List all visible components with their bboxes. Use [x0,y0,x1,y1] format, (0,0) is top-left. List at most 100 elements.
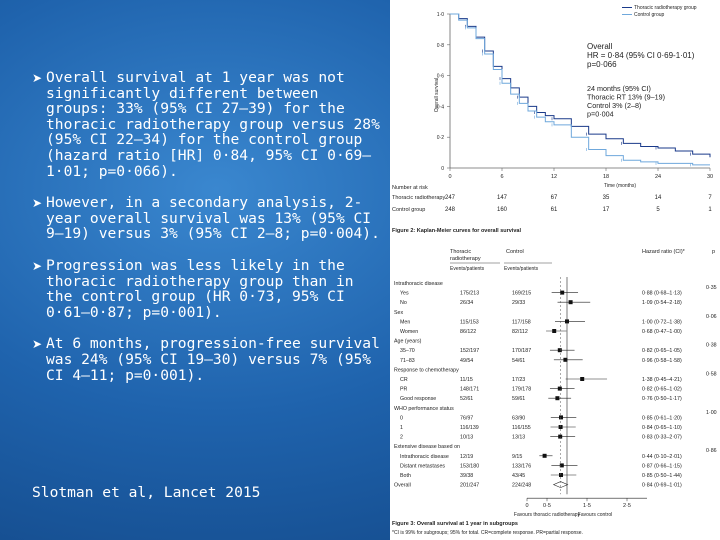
forest-events-control: 9/15 [512,454,522,460]
forest-row-label: 1 [400,425,403,431]
forest-events-control: 43/45 [512,473,525,479]
forest-favours-right: Favours control [578,512,612,518]
forest-point [557,348,562,353]
forest-caption: Figure 3: Overall survival at 1 year in … [392,521,518,527]
forest-hr-ci: 0·68 (0·47–1·00) [642,329,682,335]
risk-row-value: 67 [551,195,558,201]
forest-events-control: 169/215 [512,291,531,297]
forest-point [560,290,565,295]
forest-row-label: Men [400,319,410,325]
forest-group-label: Response to chemotherapy [394,367,459,373]
forest-point [542,453,547,458]
forest-events-control: 13/13 [512,435,525,441]
forest-point [555,396,560,401]
forest-point [568,300,573,305]
bullet-list: ➤ Overall survival at 1 year was not sign… [32,70,382,399]
forest-point [580,377,585,381]
forest-hr-ci: 1·00 (0·72–1·38) [642,319,682,325]
forest-x-tick-label: 0 [525,503,528,509]
forest-events-control: 116/155 [512,425,531,431]
risk-row-value: 247 [445,195,456,201]
forest-p-value: 0·38 [706,343,717,349]
forest-events-control: 63/90 [512,415,525,421]
forest-point [563,357,568,362]
forest-footnote: *CI is 99% for subgroups; 95% for total.… [392,530,583,536]
km-x-tick-label: 0 [448,174,451,180]
bullet-arrow-icon: ➤ [32,337,43,352]
forest-row-label: Women [400,329,418,335]
forest-p-value: 0·86 [706,448,717,454]
km-annotation-overall: p=0·066 [587,60,617,69]
forest-group-label: Sex [394,310,403,316]
forest-row-label: CR [400,377,408,383]
forest-row-label: No [400,300,407,306]
km-legend-label: Control group [634,12,665,18]
km-x-tick-label: 24 [655,174,661,180]
paper-figure-panel: 1·0 0·8 0·6 0·4 0·2 0 0 6 12 18 24 30 Time (months) O… [390,0,720,540]
forest-header-thoracic-2: radiotherapy [450,256,481,262]
forest-events-thoracic: 76/97 [460,415,473,421]
forest-header-thoracic: Thoracic [450,249,471,255]
forest-events-control: 133/176 [512,463,531,469]
risk-row-value: 7 [708,195,712,201]
forest-group-label: Age (years) [394,339,422,345]
forest-row-label: Yes [400,291,409,297]
forest-events-thoracic: 116/139 [460,425,479,431]
forest-header-hr: Hazard ratio (CI)* [642,249,686,255]
forest-group-label: Intrathoracic disease [394,281,443,287]
km-y-tick-label: 0 [441,166,444,172]
forest-hr-ci: 1·09 (0·54–2·18) [642,300,682,306]
forest-hr-ci: 0·44 (0·10–2·01) [642,454,682,460]
forest-events-control: 224/248 [512,483,531,489]
km-annotation-overall: Overall [587,42,613,51]
forest-hr-ci: 0·96 (0·58–1·58) [642,358,682,364]
citation: Slotman et al, Lancet 2015 [32,484,261,501]
forest-events-thoracic: 148/171 [460,387,479,393]
forest-hr-ci: 0·82 (0·65–1·02) [642,387,682,393]
km-x-tick-label: 12 [551,174,557,180]
forest-events-thoracic: 26/34 [460,300,473,306]
km-x-label: Time (months) [604,183,636,189]
forest-events-thoracic: 86/122 [460,329,476,335]
km-annotation-24-months: 24 months (95% CI) [587,84,651,93]
forest-hr-ci: 0·83 (0·33–2·07) [642,435,682,441]
km-curve-thoracic [450,13,711,158]
km-y-tick-label: 0·4 [437,104,444,110]
km-annotation-24-months: Control 3% (2–8) [587,101,641,110]
forest-events-thoracic: 10/13 [460,435,473,441]
forest-row-label: Both [400,473,411,479]
km-x-tick-label: 18 [603,174,609,180]
forest-point [559,473,563,477]
risk-row-value: 35 [603,195,610,201]
risk-row-value: 5 [656,207,660,213]
forest-events-control: 179/178 [512,387,531,393]
forest-row-label: 71–83 [400,358,415,364]
bullet-arrow-icon: ➤ [32,258,43,273]
km-y-label: Overall survival [434,78,440,112]
forest-events-control: 29/33 [512,300,525,306]
forest-point [559,415,563,420]
risk-row-value: 147 [497,195,508,201]
forest-events-thoracic: 115/153 [460,319,479,325]
forest-x-tick-label: 1·5 [583,503,591,509]
bullet-item: ➤ Progression was less likely in the thor… [32,258,382,320]
forest-events-thoracic: 11/15 [460,377,473,383]
bullet-text: Overall survival at 1 year was not signi… [46,69,380,180]
km-annotation-24-months: p=0·004 [587,110,614,119]
bullet-item: ➤ Overall survival at 1 year was not sign… [32,70,382,179]
km-y-tick-label: 1·0 [437,12,444,18]
risk-row-value: 248 [445,207,456,213]
bullet-arrow-icon: ➤ [32,196,43,211]
forest-p-value: 1·00 [706,410,717,416]
forest-overall-diamond [552,481,569,488]
km-y-tick-label: 0·8 [437,43,444,49]
risk-row-label: Thoracic radiotherapy [392,195,445,201]
forest-events-control: 54/61 [512,358,525,364]
risk-row-value: 17 [603,207,610,213]
forest-hr-ci: 0·85 (0·50–1·44) [642,473,682,479]
forest-hr-ci: 0·76 (0·50–1·17) [642,396,682,402]
forest-events-thoracic: 52/61 [460,396,473,402]
forest-header-p: p [712,249,715,255]
bullet-item: ➤ At 6 months, progression-free survival … [32,336,382,383]
forest-row-label: 35–70 [400,348,415,354]
